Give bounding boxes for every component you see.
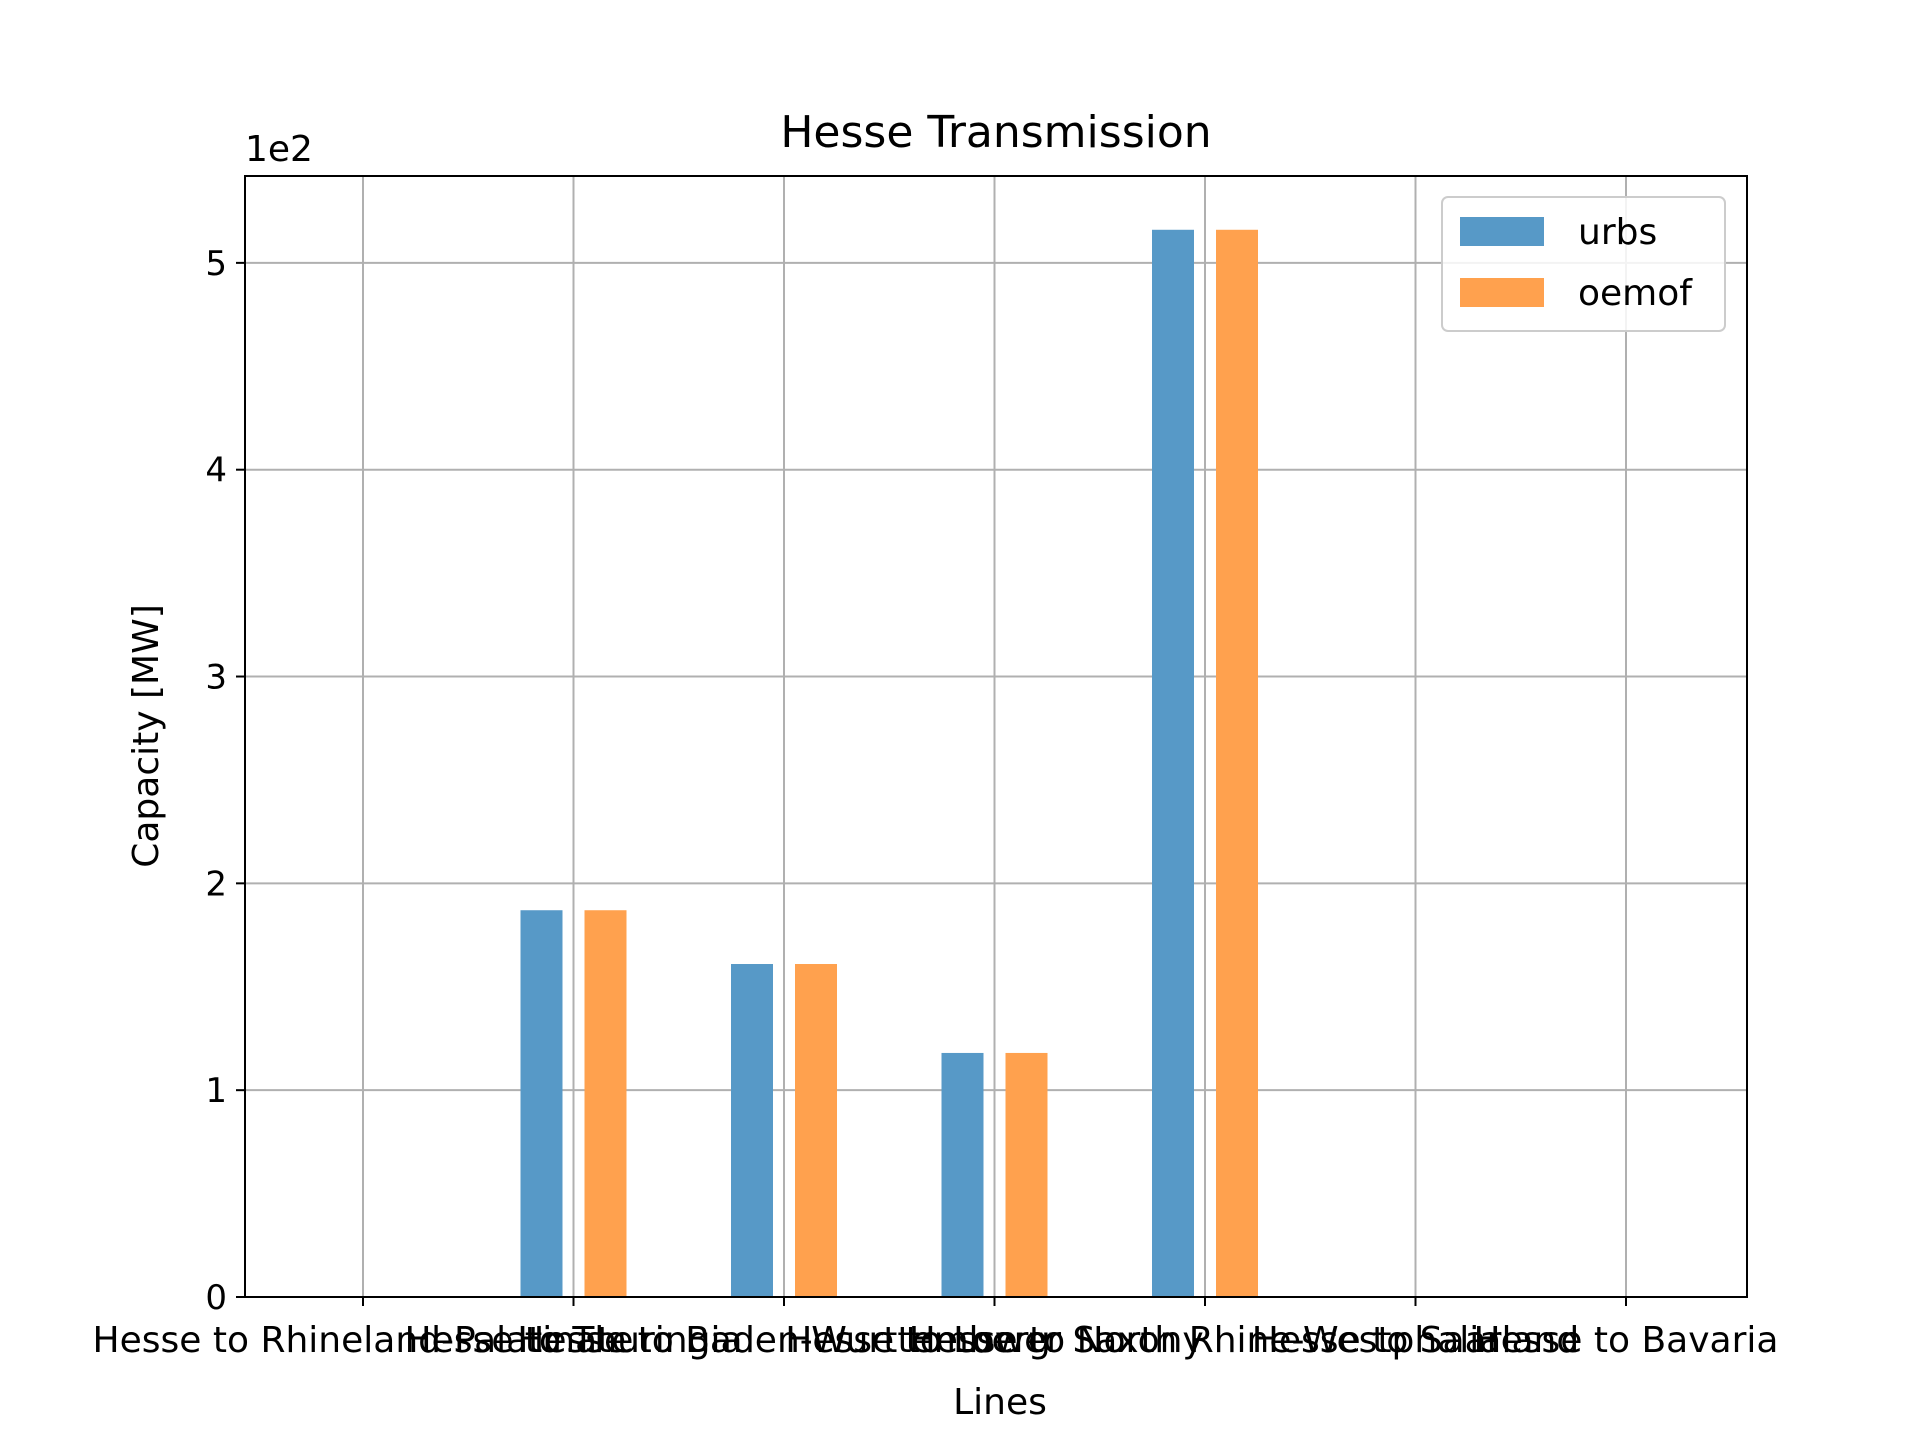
y-tick-label: 5 (205, 244, 227, 284)
y-tick-label: 4 (205, 451, 227, 491)
bar-oemof (1005, 1052, 1048, 1297)
chart-title: Hesse Transmission (780, 107, 1211, 158)
y-axis-label: Capacity [MW] (126, 604, 167, 868)
legend-swatch-oemof (1460, 278, 1544, 307)
bars (520, 229, 1258, 1297)
x-tick-label: Hesse to Rhineland-Palatinate (93, 1320, 634, 1361)
bar-urbs (1152, 229, 1194, 1297)
x-tick-label: Hesse to Baden-Wurttemberg (517, 1320, 1050, 1361)
legend-label-oemof: oemof (1578, 273, 1693, 314)
bar-urbs (941, 1052, 984, 1297)
y-tick-label: 2 (205, 864, 227, 904)
bar-oemof (795, 964, 837, 1297)
bar-urbs (731, 964, 773, 1297)
legend-label-urbs: urbs (1578, 212, 1657, 253)
x-tick-label: Hesse to Thuringia (404, 1320, 742, 1361)
y-tick-label: 3 (205, 658, 227, 698)
x-tick-label: Hesse to Lower Saxony (785, 1320, 1203, 1361)
plot-frame (244, 175, 1748, 1298)
x-tick-label: Hesse to Saarland (1252, 1320, 1579, 1361)
x-tick-label: Hesse to North Rhine-Westphalia (909, 1320, 1502, 1361)
x-axis-label: Lines (953, 1382, 1047, 1423)
grid (245, 176, 1747, 1298)
y-tick-label: 0 (205, 1278, 227, 1318)
y-axis-offset-label: 1e2 (245, 129, 313, 170)
bar-oemof (1216, 229, 1258, 1297)
legend-swatch-urbs (1460, 217, 1544, 246)
x-tick-label: Hesse to Bavaria (1474, 1320, 1779, 1361)
bar-urbs (520, 910, 563, 1297)
legend: urbs oemof (1441, 196, 1726, 332)
y-tick-label: 1 (205, 1071, 227, 1111)
bar-oemof (584, 910, 627, 1297)
